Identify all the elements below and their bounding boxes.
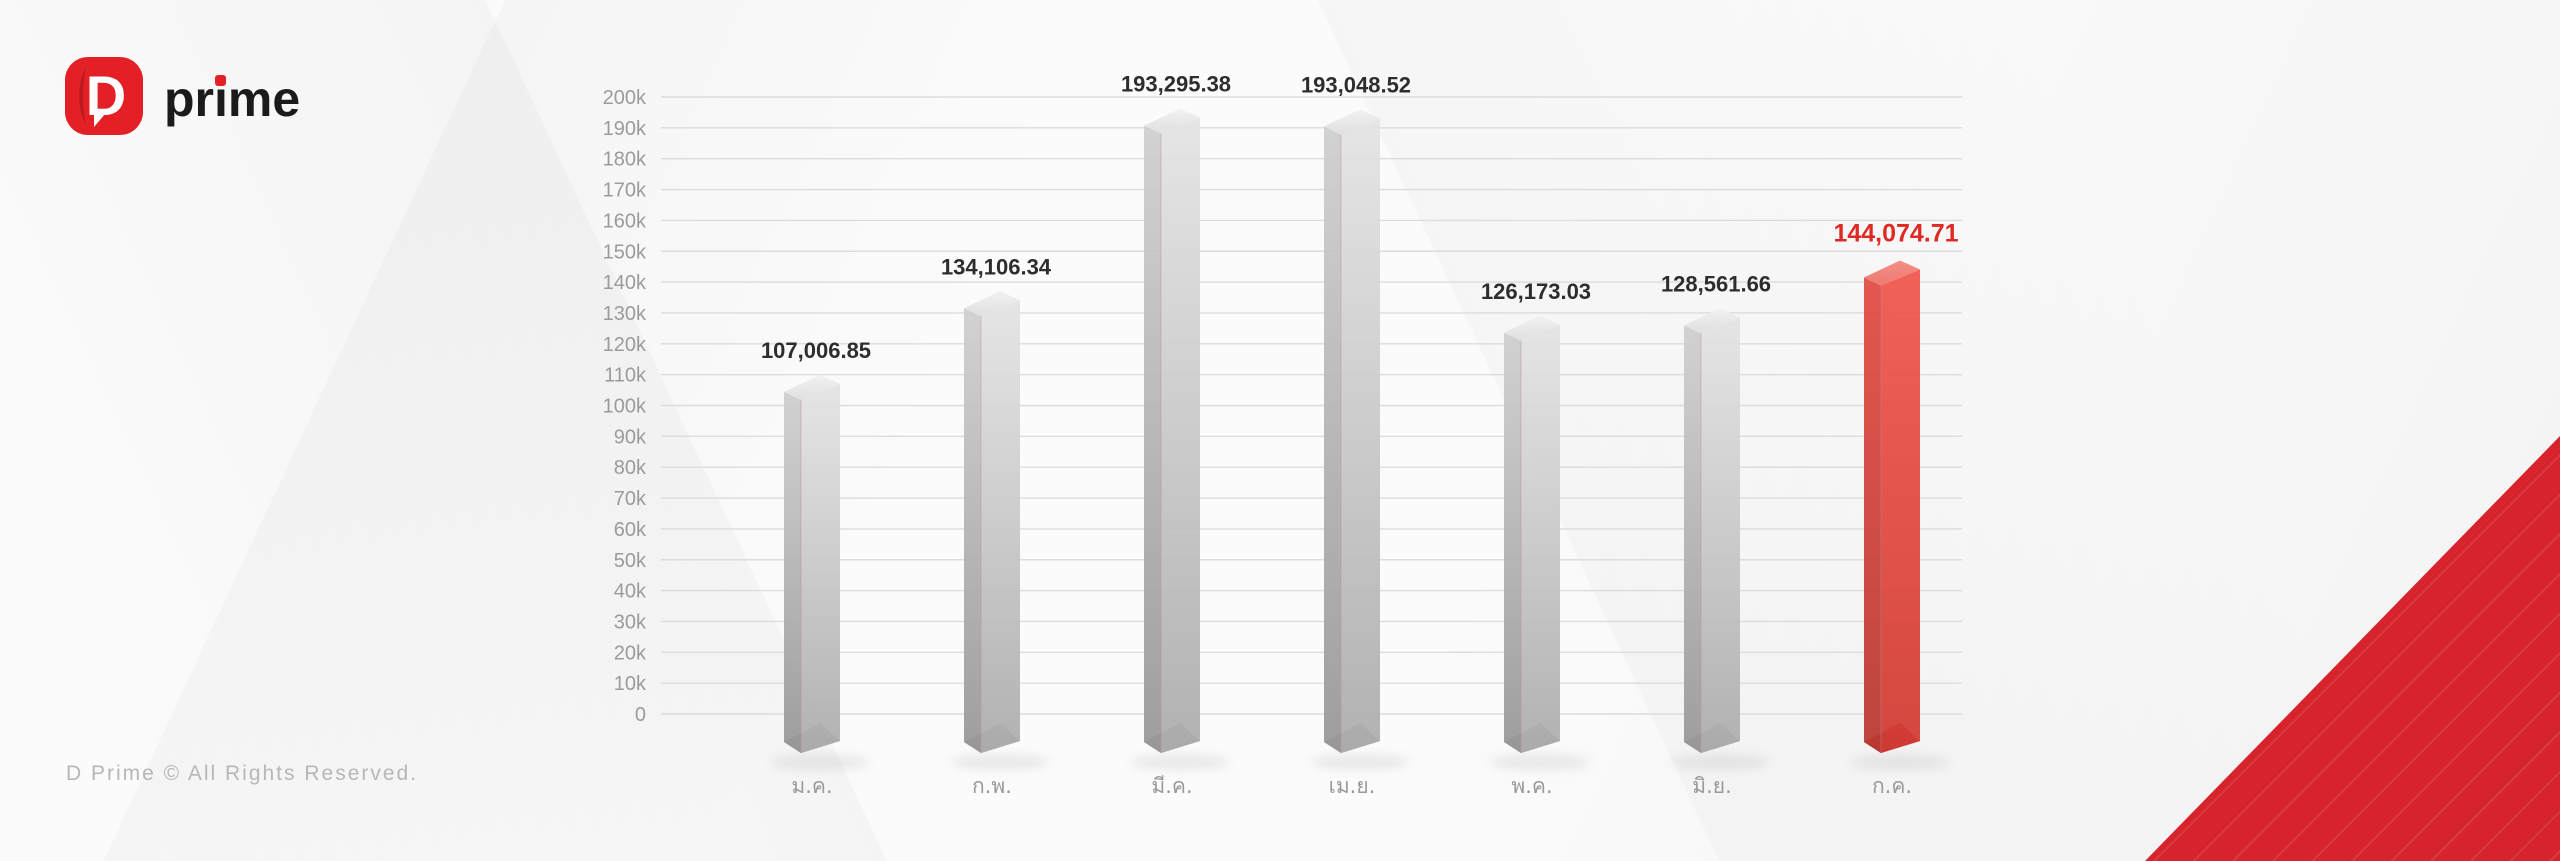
bar-value-label-6: 128,561.66	[1661, 271, 1771, 296]
y-tick-label: 40k	[614, 581, 647, 603]
bar-value-label-5: 126,173.03	[1481, 279, 1591, 304]
bar-left-face	[1864, 277, 1881, 753]
bar-value-label-4: 193,048.52	[1301, 72, 1411, 97]
y-tick-label: 130k	[603, 303, 647, 325]
y-tick-label: 140k	[603, 272, 647, 294]
bar-2[interactable]	[950, 291, 1050, 770]
bar-layer	[770, 108, 1950, 770]
bar-4[interactable]	[1310, 109, 1410, 770]
y-tick-label: 110k	[604, 365, 647, 387]
y-tick-label: 20k	[614, 642, 647, 664]
dprime-logo: D prı me	[64, 56, 300, 136]
y-tick-label: 190k	[603, 118, 647, 140]
bar-front-face	[1341, 118, 1380, 753]
logo-letter-i: ı	[214, 71, 228, 127]
bar-left-face	[1684, 325, 1701, 753]
bar-front-face	[801, 383, 840, 753]
bar-shadow	[1310, 754, 1410, 770]
svg-text:D: D	[86, 64, 126, 127]
bar-left-face	[784, 391, 801, 753]
y-tick-label: 0	[635, 704, 646, 726]
x-tick-label-7: ก.ค.	[1872, 774, 1912, 798]
bar-7[interactable]	[1850, 260, 1950, 770]
bar-value-label-2: 134,106.34	[941, 254, 1052, 279]
bar-front-face	[1701, 317, 1740, 753]
footer-copyright: D Prime © All Rights Reserved.	[66, 762, 419, 785]
bar-3[interactable]	[1130, 108, 1230, 770]
bar-front-face	[1521, 324, 1560, 753]
bar-top-face	[784, 374, 840, 400]
bar-1[interactable]	[770, 374, 870, 770]
y-tick-label: 100k	[603, 396, 647, 418]
x-tick-label-1: ม.ค.	[791, 774, 832, 798]
bar-shadow	[1490, 754, 1590, 770]
bar-shadow	[1850, 754, 1950, 770]
bar-front-face	[1881, 269, 1920, 753]
bar-front-face	[1161, 117, 1200, 753]
y-tick-label: 50k	[614, 550, 647, 572]
y-tick-label: 90k	[614, 426, 647, 448]
bar-left-face	[964, 308, 981, 753]
bar-top-face	[964, 291, 1020, 317]
bar-shadow	[1670, 754, 1770, 770]
y-tick-label: 180k	[603, 149, 647, 171]
bar-top-face	[1504, 315, 1560, 341]
bar-value-label-7: 144,074.71	[1833, 220, 1958, 248]
bar-value-label-3: 193,295.38	[1121, 72, 1231, 97]
dprime-logo-mark-icon: D	[65, 57, 143, 135]
x-tick-label-6: มิ.ย.	[1692, 774, 1732, 798]
y-tick-label: 70k	[614, 488, 647, 510]
logo-i-dot-icon	[215, 75, 226, 86]
x-tick-label-2: ก.พ.	[972, 774, 1012, 798]
bar-top-face	[1144, 108, 1200, 134]
bar-left-face	[1144, 125, 1161, 753]
y-tick-label: 160k	[603, 210, 647, 232]
bar-front-face	[981, 300, 1020, 753]
bar-top-face	[1864, 260, 1920, 286]
grid-layer: 0 10k 20k 30k 40k 50k 60k 70k 80k 90k 100k 110k 120k…	[603, 87, 1962, 726]
y-tick-label: 10k	[614, 673, 647, 695]
y-tick-label: 170k	[603, 180, 647, 202]
y-tick-label: 120k	[603, 334, 647, 356]
x-tick-label-3: มี.ค.	[1151, 774, 1192, 798]
bar-left-face	[1504, 332, 1521, 753]
bar-top-face	[1684, 308, 1740, 334]
bar-shadow	[770, 754, 870, 770]
x-tick-label-4: เม.ย.	[1329, 774, 1376, 798]
y-tick-label: 200k	[603, 87, 647, 109]
y-tick-label: 150k	[603, 241, 647, 263]
y-tick-label: 30k	[614, 611, 647, 633]
dprime-logo-text: prı me	[164, 71, 301, 127]
bar-value-label-1: 107,006.85	[761, 338, 871, 363]
label-layer: 107,006.85 ม.ค. 134,106.34 ก.พ. 193,295.38 มี…	[761, 72, 1959, 798]
bar-top-face	[1324, 109, 1380, 135]
bar-5[interactable]	[1490, 315, 1590, 770]
y-tick-label: 80k	[614, 457, 647, 479]
bar-shadow	[1130, 754, 1230, 770]
bar-left-face	[1324, 126, 1341, 753]
bar-6[interactable]	[1670, 308, 1770, 770]
x-tick-label-5: พ.ค.	[1511, 774, 1552, 798]
y-tick-label: 60k	[614, 519, 647, 541]
bar-shadow	[950, 754, 1050, 770]
